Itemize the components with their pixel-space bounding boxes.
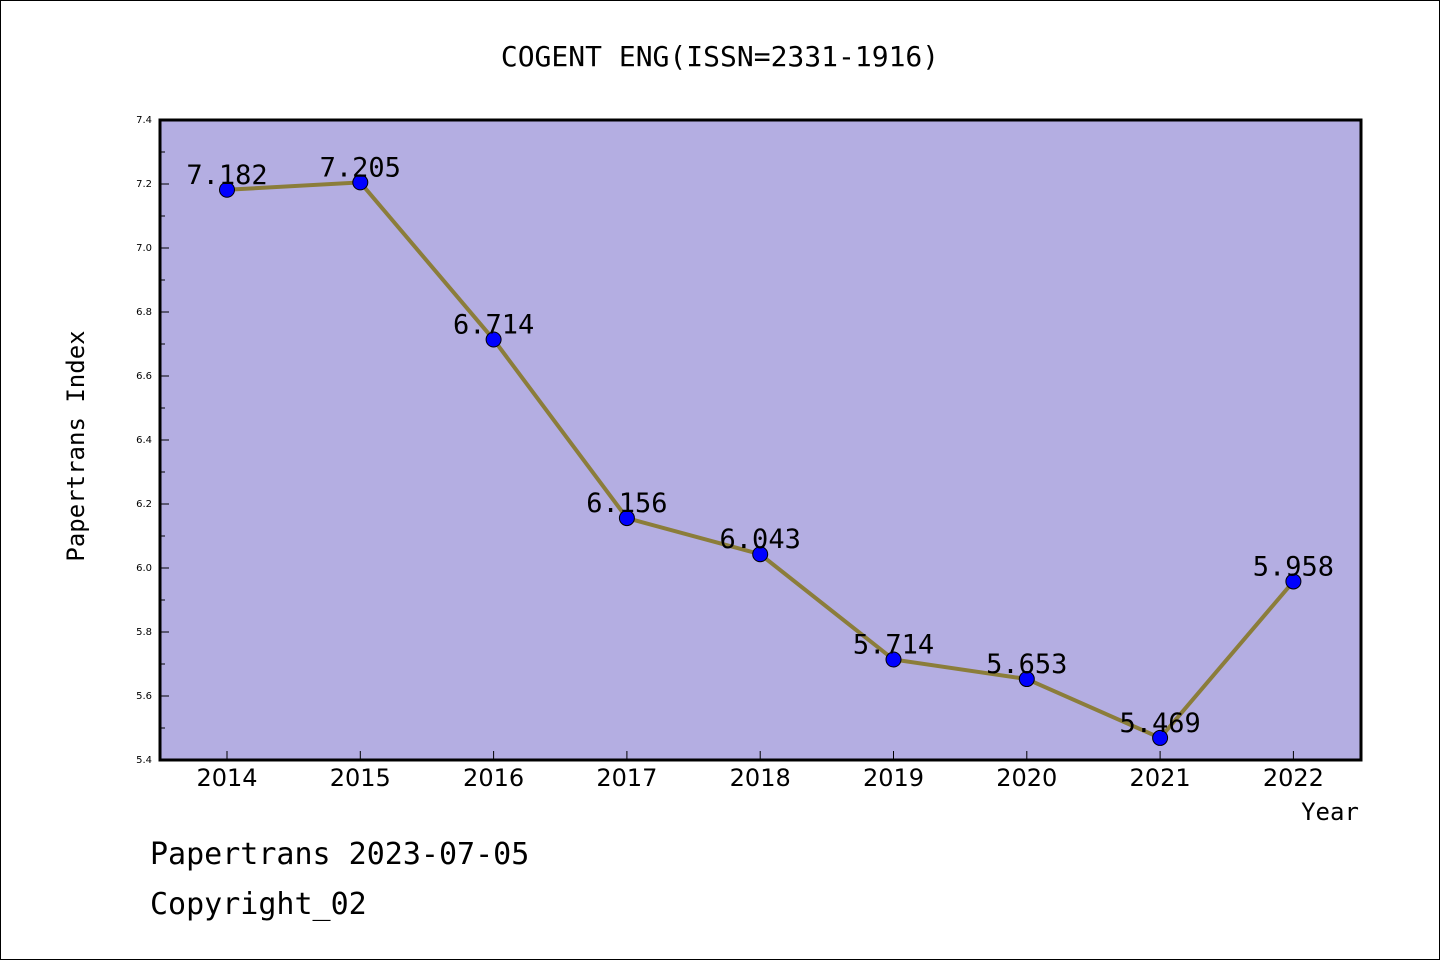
y-tick-label: 6.0 <box>136 563 152 574</box>
y-tick-label: 6.6 <box>136 371 152 382</box>
x-tick-label: 2017 <box>596 764 657 792</box>
footer-source: Papertrans 2023-07-05 <box>150 837 529 872</box>
data-labels: 7.182 7.205 6.714 6.156 6.043 5.714 5.653 5.469… <box>186 152 1334 739</box>
x-tick-label: 2021 <box>1130 764 1191 792</box>
y-tick-label: 6.4 <box>136 435 152 446</box>
x-tick-label: 2022 <box>1263 764 1324 792</box>
data-label: 5.653 <box>986 649 1067 680</box>
data-label: 7.205 <box>320 152 401 183</box>
data-point <box>1018 671 1035 688</box>
data-point <box>752 546 769 563</box>
data-point <box>618 510 635 527</box>
data-point <box>485 331 502 348</box>
x-tick-label: 2020 <box>996 764 1057 792</box>
y-axis: 5.4 5.6 5.8 6.0 6.2 6.4 6.6 6.8 7.0 7.2 7.4 <box>136 115 169 766</box>
x-axis-label: Year <box>1301 798 1359 826</box>
data-label: 5.958 <box>1253 551 1334 582</box>
data-point <box>352 174 369 191</box>
y-tick-label: 7.4 <box>136 115 152 126</box>
y-tick-label: 5.4 <box>136 755 152 766</box>
chart-title: COGENT ENG(ISSN=2331-1916) <box>501 40 939 73</box>
data-label: 7.182 <box>186 160 267 191</box>
data-point <box>1285 573 1302 590</box>
data-label: 5.469 <box>1119 708 1200 739</box>
plot-border <box>158 118 1363 762</box>
y-tick-label: 7.2 <box>136 179 152 190</box>
y-tick-label: 6.2 <box>136 499 152 510</box>
y-tick-label: 5.6 <box>136 691 152 702</box>
x-tick-label: 2018 <box>730 764 791 792</box>
y-tick-label: 6.8 <box>136 307 152 318</box>
x-tick-label: 2015 <box>330 764 391 792</box>
x-tick-label: 2016 <box>463 764 524 792</box>
data-point <box>1152 729 1169 746</box>
footer-copyright: Copyright_02 <box>150 887 367 922</box>
data-label: 6.714 <box>453 310 534 341</box>
data-markers <box>219 174 1302 746</box>
y-axis-label: Papertrans Index <box>62 330 90 561</box>
plot-area <box>160 120 1361 760</box>
x-tick-label: 2014 <box>196 764 257 792</box>
data-label: 6.043 <box>720 524 801 555</box>
data-label: 5.714 <box>853 630 934 661</box>
x-tick-label: 2019 <box>863 764 924 792</box>
x-axis: 2014 2015 2016 2017 2018 2019 2020 2021 2022 <box>196 751 1324 792</box>
data-label: 6.156 <box>586 488 667 519</box>
data-point <box>219 181 235 198</box>
y-tick-label: 5.8 <box>136 627 152 638</box>
data-point <box>885 651 902 668</box>
y-tick-label: 7.0 <box>136 243 152 254</box>
